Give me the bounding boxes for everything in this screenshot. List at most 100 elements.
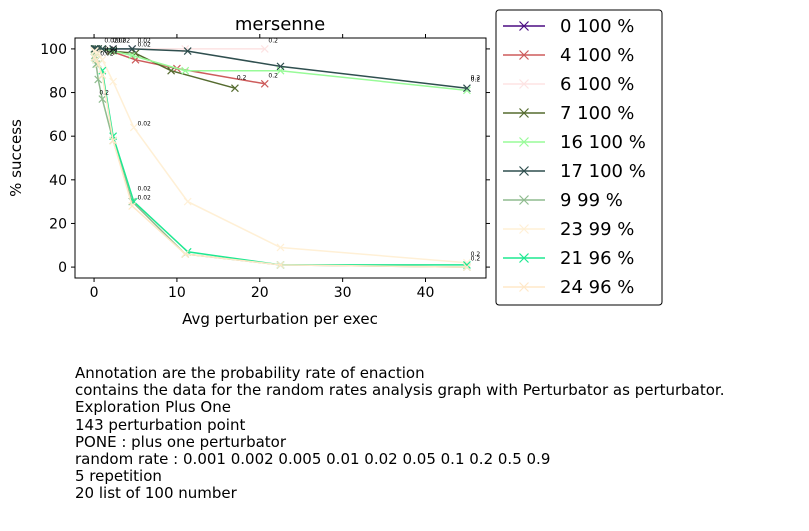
- x-tick-label: 40: [417, 285, 435, 301]
- data-point: [463, 263, 471, 272]
- legend-entry: 9 99 %: [503, 190, 623, 211]
- series-4: [90, 44, 471, 95]
- annotation: 0.2: [268, 72, 278, 79]
- data-point: [109, 136, 118, 145]
- chart: mersenne 0 10 20 30 400204060801000.20.020.0…: [7, 9, 663, 328]
- data-point: [98, 71, 107, 80]
- data-point: [90, 44, 99, 53]
- series-line: [94, 56, 467, 268]
- data-point: [109, 44, 118, 53]
- caption-line: Annotation are the probability rate of e…: [75, 364, 425, 382]
- y-tick-label: 40: [49, 173, 67, 189]
- x-axis-label: Avg perturbation per exec: [182, 310, 378, 328]
- legend-entry: 4 100 %: [503, 45, 634, 66]
- annotation: 0.02: [137, 42, 151, 49]
- legend-label: 0 100 %: [560, 16, 634, 37]
- data-point: [128, 44, 137, 53]
- series-6: [90, 47, 471, 272]
- data-point: [231, 84, 239, 93]
- series-7: [90, 47, 471, 267]
- x-tick-label: 10: [168, 285, 186, 301]
- legend-label: 9 99 %: [560, 190, 623, 211]
- caption-line: PONE : plus one perturbator: [75, 432, 287, 451]
- legend-entry: 24 96 %: [503, 277, 634, 298]
- legend-label: 23 99 %: [560, 219, 634, 240]
- legend-marker: [519, 282, 529, 292]
- data-point: [260, 79, 269, 88]
- legend: 0 100 % 4 100 % 6 100 % 7 100 % 16 100 % 17 1…: [495, 9, 663, 306]
- caption-line: contains the data for the random rates a…: [75, 381, 725, 400]
- data-point: [181, 250, 190, 258]
- data-point: [463, 84, 471, 93]
- caption-line: 20 list of 100 number: [75, 484, 237, 503]
- legend-entry: 21 96 %: [503, 248, 634, 269]
- annotation: 0.02: [104, 48, 118, 55]
- legend-label: 4 100 %: [560, 45, 634, 66]
- annotation: 0.02: [117, 37, 131, 44]
- data-point: [94, 60, 103, 69]
- data-point: [276, 260, 285, 269]
- caption-line: 143 perturbation point: [75, 415, 246, 434]
- caption-line: 5 repetition: [75, 467, 162, 486]
- x-tick-label: 0: [90, 285, 99, 301]
- legend-label: 24 96 %: [560, 277, 634, 298]
- legend-entry: 16 100 %: [503, 132, 646, 153]
- annotation: 0.02: [137, 186, 151, 193]
- data-point: [167, 66, 176, 75]
- axes-frame: [74, 37, 487, 279]
- plot-area: 0 10 20 30 400204060801000.20.020.020.020.02…: [40, 34, 490, 301]
- annotation: 0.2: [237, 74, 247, 81]
- legend-label: 6 100 %: [560, 74, 634, 95]
- series-line: [94, 56, 467, 266]
- data-point: [181, 66, 190, 75]
- legend-entry: 17 100 %: [503, 161, 646, 182]
- x-tick-label: 30: [334, 285, 352, 301]
- data-point: [129, 123, 138, 132]
- legend-marker: [519, 253, 529, 263]
- annotation: 0.02: [137, 194, 151, 201]
- caption-line: Exploration Plus One: [75, 398, 231, 417]
- annotation: 0.2: [99, 90, 109, 97]
- annotation: 0.2: [471, 74, 481, 81]
- series-8: [90, 53, 471, 269]
- legend-entry: 7 100 %: [503, 103, 634, 124]
- y-tick-label: 60: [49, 129, 67, 145]
- legend-marker: [519, 166, 529, 176]
- annotation: 0.02: [137, 37, 151, 44]
- y-tick-label: 0: [58, 260, 67, 276]
- data-point: [92, 55, 101, 64]
- caption: Annotation are the probability rate of e…: [75, 364, 809, 503]
- series-line: [94, 48, 467, 89]
- legend-entry: 6 100 %: [503, 74, 634, 95]
- annotation: 0.02: [104, 46, 118, 53]
- data-point: [92, 49, 101, 58]
- legend-label: 7 100 %: [560, 103, 634, 124]
- data-point: [109, 77, 118, 86]
- x-tick-label: 20: [251, 285, 269, 301]
- annotation: 0.02: [100, 50, 114, 57]
- y-tick-label: 80: [49, 86, 67, 102]
- legend-label: 17 100 %: [560, 161, 646, 182]
- series-9: [90, 53, 471, 272]
- legend-entry: 23 99 %: [503, 219, 634, 240]
- legend-marker: [519, 79, 529, 89]
- annotation: 0.02: [113, 37, 127, 44]
- data-point: [276, 62, 285, 71]
- data-point: [276, 243, 285, 252]
- data-point: [128, 202, 137, 210]
- legend-marker: [519, 21, 529, 31]
- annotation: 0.2: [471, 77, 481, 84]
- data-point: [183, 47, 192, 56]
- legend-entry: 0 100 %: [503, 16, 634, 37]
- annotation: 0.2: [268, 37, 278, 44]
- data-point: [98, 95, 107, 104]
- series-line: [94, 50, 467, 264]
- legend-label: 21 96 %: [560, 248, 634, 269]
- annotation: 0.02: [137, 120, 151, 127]
- y-tick-label: 100: [40, 42, 67, 58]
- y-axis-label: % success: [7, 119, 25, 197]
- annotation: 0.2: [471, 256, 481, 263]
- chart-title: mersenne: [235, 14, 325, 35]
- legend-marker: [519, 108, 529, 118]
- annotation: 0.02: [104, 37, 118, 44]
